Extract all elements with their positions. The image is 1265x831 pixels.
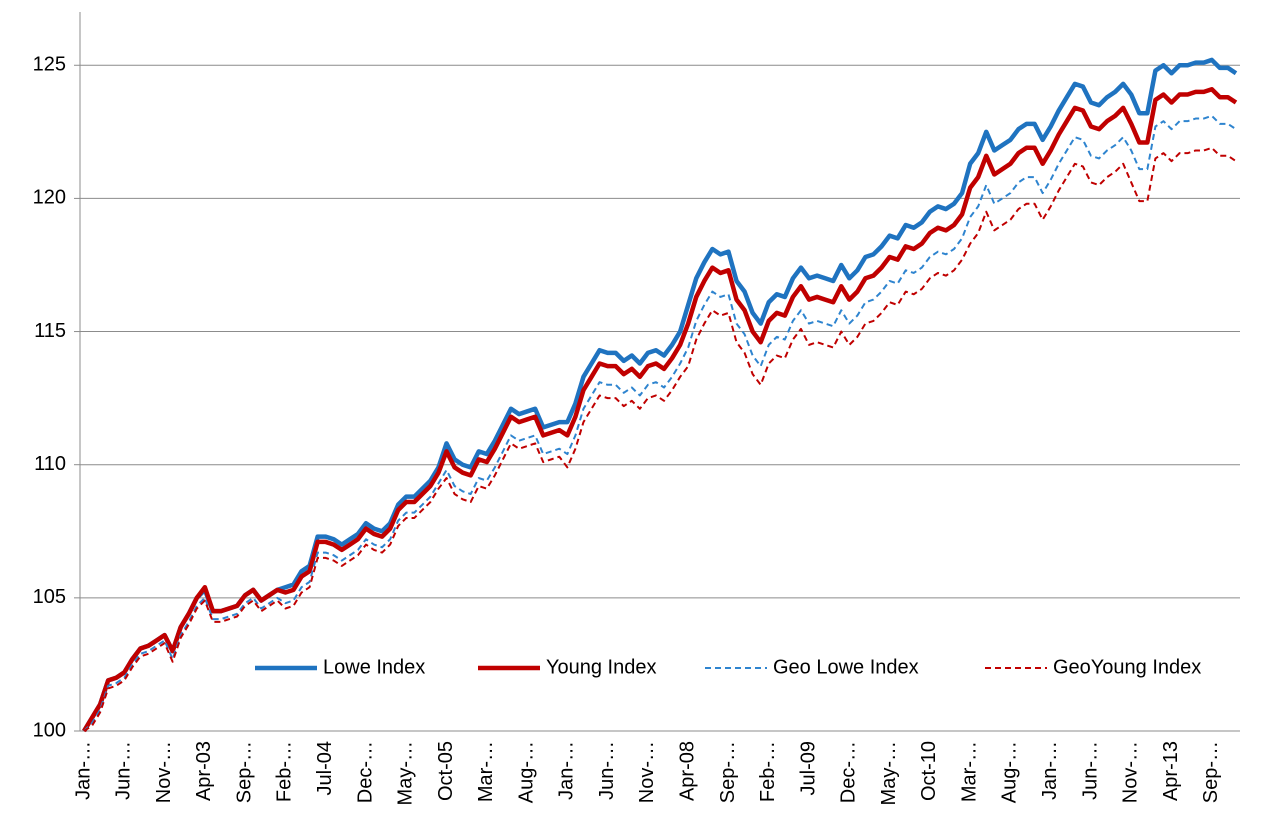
x-tick-label: Feb-… bbox=[757, 741, 779, 802]
x-tick-label: Apr-13 bbox=[1160, 741, 1182, 801]
series-line bbox=[82, 86, 1238, 733]
x-tick-label: Mar-… bbox=[475, 741, 497, 802]
y-tick-label: 110 bbox=[34, 453, 66, 475]
x-tick-label: Jun-… bbox=[113, 741, 135, 800]
x-tick-label: Dec-… bbox=[354, 741, 376, 803]
legend-label: Young Index bbox=[546, 656, 656, 678]
x-tick-label: Jun-… bbox=[596, 741, 618, 800]
y-tick-label: 105 bbox=[33, 586, 66, 608]
x-tick-label: Apr-08 bbox=[676, 741, 698, 801]
x-tick-label: Aug-… bbox=[515, 741, 537, 803]
x-tick-label: Feb-… bbox=[274, 741, 296, 802]
series-line bbox=[82, 57, 1238, 733]
x-tick-label: Aug-… bbox=[999, 741, 1021, 803]
legend-label: GeoYoung Index bbox=[1053, 656, 1201, 678]
x-tick-label: Oct-05 bbox=[435, 741, 457, 801]
y-tick-label: 115 bbox=[34, 320, 66, 342]
x-tick-label: Nov-… bbox=[636, 741, 658, 803]
x-tick-label: Nov-… bbox=[1120, 741, 1142, 803]
x-tick-label: Jan-… bbox=[1039, 741, 1061, 800]
y-tick-label: 100 bbox=[33, 719, 66, 741]
x-tick-label: Apr-03 bbox=[193, 741, 215, 801]
series-line bbox=[83, 146, 1237, 732]
y-tick-label: 125 bbox=[33, 54, 66, 76]
x-tick-label: Mar-… bbox=[958, 741, 980, 802]
x-tick-label: Sep-… bbox=[1200, 741, 1222, 803]
series-line bbox=[83, 114, 1237, 732]
x-tick-label: May-… bbox=[395, 741, 417, 805]
x-tick-label: Jan-… bbox=[556, 741, 578, 800]
x-tick-label: Jan-… bbox=[72, 741, 94, 800]
x-tick-label: Jul-09 bbox=[797, 741, 819, 795]
x-tick-label: Jul-04 bbox=[314, 741, 336, 795]
y-tick-label: 120 bbox=[33, 187, 66, 209]
legend-label: Geo Lowe Index bbox=[773, 656, 919, 678]
x-tick-label: Nov-… bbox=[153, 741, 175, 803]
x-tick-label: Jun-… bbox=[1079, 741, 1101, 800]
x-tick-label: Sep-… bbox=[233, 741, 255, 803]
x-tick-label: Sep-… bbox=[717, 741, 739, 803]
legend-label: Lowe Index bbox=[323, 656, 425, 678]
x-tick-label: Dec-… bbox=[838, 741, 860, 803]
x-tick-label: May-… bbox=[878, 741, 900, 805]
x-tick-label: Oct-10 bbox=[918, 741, 940, 801]
